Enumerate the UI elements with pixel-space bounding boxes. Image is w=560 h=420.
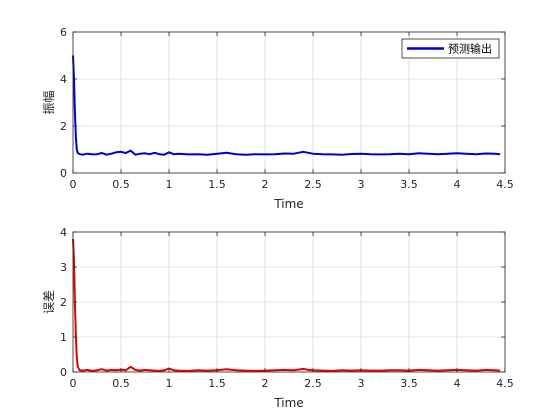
chart1-ytick-label-1: 2 [60,120,67,133]
chart2-xtick-label-5: 2.5 [304,377,322,390]
chart1-xtick-label-9: 4.5 [496,178,514,191]
chart2-xtick-label-9: 4.5 [496,377,514,390]
chart2-xtick-label-8: 4 [454,377,461,390]
chart2-xtick-label-2: 1 [166,377,173,390]
chart2-ytick-label-4: 4 [60,226,67,239]
chart1-legend-label-0: 预测输出 [448,42,492,56]
chart1-xtick-label-6: 3 [358,178,365,191]
chart1-xtick-label-8: 4 [454,178,461,191]
chart1-ytick-label-0: 0 [60,167,67,180]
chart2-xaxis-label: Time [273,396,303,410]
chart1-ytick-label-2: 4 [60,73,67,86]
chart2-ytick-label-0: 0 [60,366,67,379]
chart2-xtick-label-4: 2 [262,377,269,390]
chart2-ytick-label-2: 2 [60,296,67,309]
chart1-series-line-0 [72,55,501,156]
chart1-xtick-label-7: 3.5 [400,178,418,191]
chart2-xtick-label-0: 0 [70,377,77,390]
chart1-axes-box [72,31,506,174]
chart1-yaxis-label: 振幅 [41,90,56,114]
chart1-legend-box [401,38,500,59]
chart2-xtick-label-1: 0.5 [112,377,130,390]
chart2-xtick-label-3: 1.5 [208,377,226,390]
chart2-ytick-label-3: 3 [60,261,67,274]
chart1-xaxis-label: Time [273,197,303,211]
chart2-xtick-label-6: 3 [358,377,365,390]
chart2-yaxis-label: 误差 [42,290,56,314]
chart1-ytick-label-3: 6 [60,26,67,39]
chart1-xtick-label-5: 2.5 [304,178,322,191]
chart2-xtick-label-7: 3.5 [400,377,418,390]
chart1-xtick-label-3: 1.5 [208,178,226,191]
chart1-xtick-label-1: 0.5 [112,178,130,191]
chart1-xtick-label-0: 0 [70,178,77,191]
chart1-xtick-label-4: 2 [262,178,269,191]
chart1-xtick-label-2: 1 [166,178,173,191]
chart2-ytick-label-1: 1 [60,331,67,344]
